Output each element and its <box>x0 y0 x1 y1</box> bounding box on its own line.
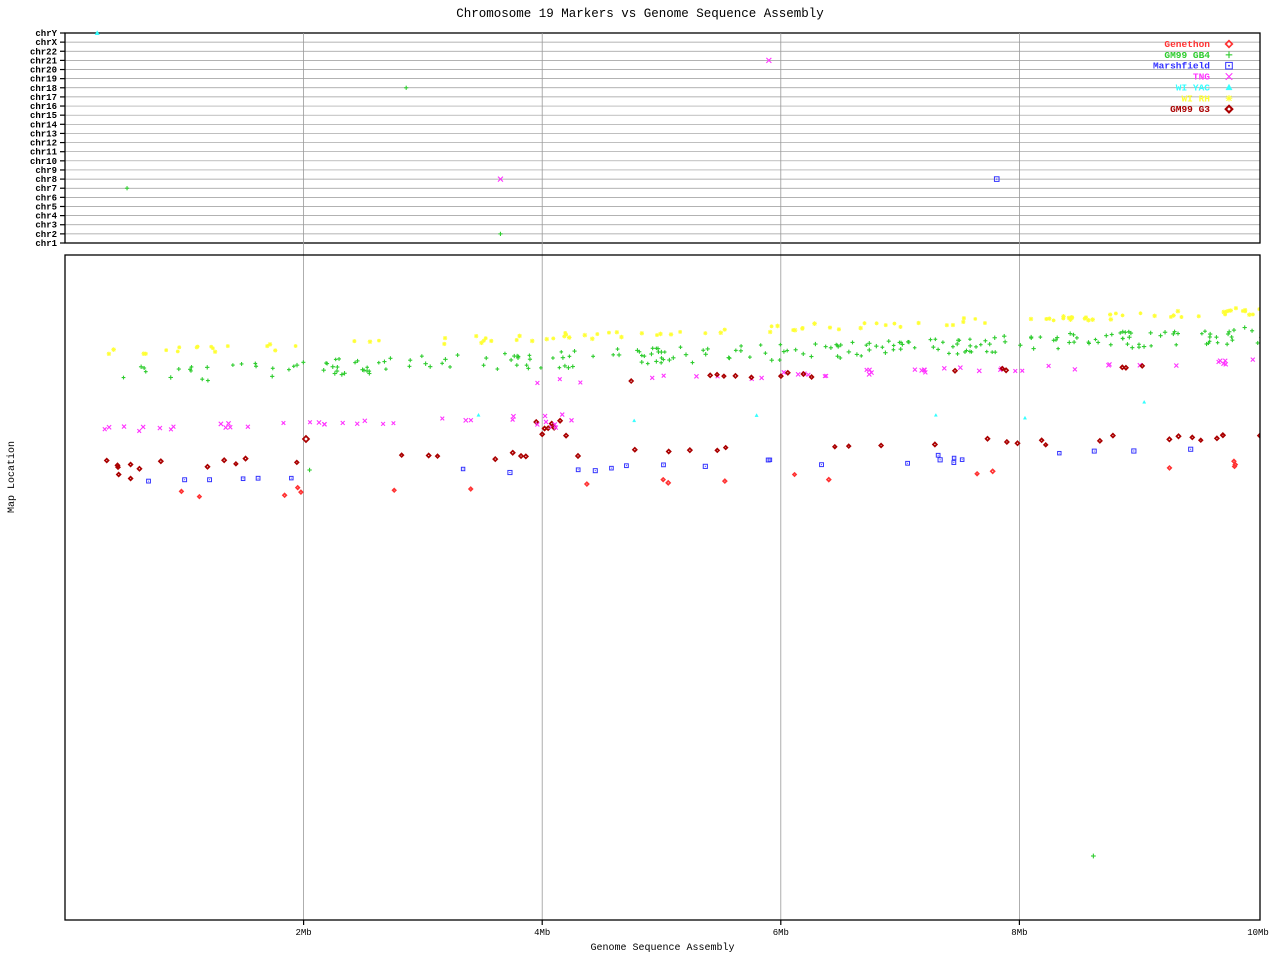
svg-text:4Mb: 4Mb <box>534 928 550 938</box>
svg-text:TNG: TNG <box>1193 72 1210 83</box>
svg-text:8Mb: 8Mb <box>1011 928 1027 938</box>
svg-text:WI RH: WI RH <box>1181 93 1210 104</box>
svg-text:GM99 G3: GM99 G3 <box>1170 104 1210 115</box>
svg-text:Genome Sequence Assembly: Genome Sequence Assembly <box>590 942 734 954</box>
svg-text:GM99 GB4: GM99 GB4 <box>1164 50 1210 61</box>
svg-text:chr1: chr1 <box>35 239 57 249</box>
svg-text:WI YAC: WI YAC <box>1176 82 1211 93</box>
svg-text:Marshfield: Marshfield <box>1153 61 1210 72</box>
svg-text:Chromosome 19 Markers vs Genom: Chromosome 19 Markers vs Genome Sequence… <box>456 7 824 21</box>
svg-text:6Mb: 6Mb <box>773 928 789 938</box>
svg-text:10Mb: 10Mb <box>1247 928 1269 938</box>
svg-text:2Mb: 2Mb <box>295 928 311 938</box>
svg-text:Map Location: Map Location <box>6 441 18 513</box>
svg-text:Genethon: Genethon <box>1164 39 1210 50</box>
